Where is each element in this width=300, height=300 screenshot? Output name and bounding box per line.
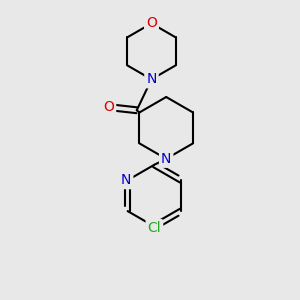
Text: N: N [146,72,157,86]
Text: N: N [161,152,171,166]
Text: Cl: Cl [148,221,161,235]
Text: O: O [146,16,157,30]
Text: N: N [121,173,131,187]
Text: O: O [103,100,114,114]
